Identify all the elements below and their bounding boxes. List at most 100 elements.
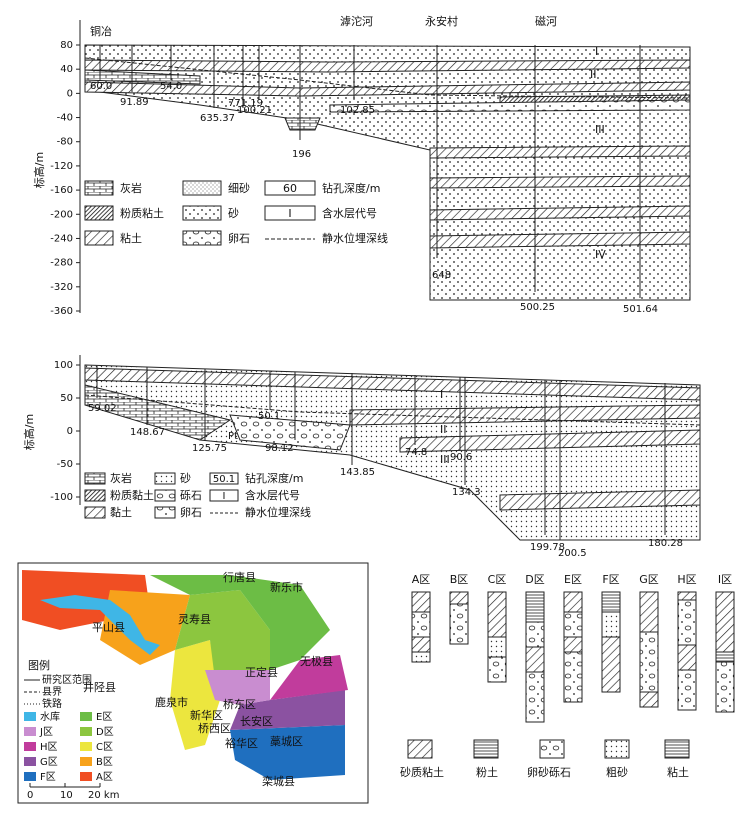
- aquifer: II: [590, 68, 597, 81]
- y-tick-label: -50: [57, 459, 73, 470]
- water-level: [84, 394, 701, 426]
- legend-label: 灰岩: [120, 181, 142, 195]
- gravel: [329, 99, 691, 113]
- column-segment: [487, 656, 507, 683]
- clay-layer: [429, 231, 691, 249]
- column-segment: [563, 591, 583, 613]
- column-segment: [563, 651, 583, 703]
- place: 新乐市: [270, 580, 303, 594]
- gravel: [229, 414, 351, 451]
- depth: 635.37: [200, 113, 235, 124]
- y-tick-label: -280: [50, 258, 73, 269]
- rock-label: Pt: [228, 431, 238, 442]
- aquifer: II: [440, 423, 447, 436]
- zone-e: [150, 575, 330, 670]
- column-segment: [639, 691, 659, 708]
- column-segment: [411, 611, 431, 638]
- depth: 50.1: [258, 411, 280, 422]
- column-label: D区: [525, 573, 544, 586]
- column-segment: [449, 603, 469, 645]
- legend-label: J区: [39, 726, 53, 738]
- column-segment: [677, 644, 697, 671]
- place: 栾城县: [262, 774, 295, 788]
- column-label: E区: [564, 573, 582, 586]
- depth: 98.12: [265, 443, 294, 454]
- column-label: I区: [718, 573, 732, 586]
- legend: 灰岩 粉质粘土 粘土 细砂 砂 卵石 60 钻孔深度/m I 含水层代号 静水位埋深…: [84, 180, 388, 246]
- map-legend: 图例 研究区范围 县界 铁路 水库 E区 J区 D区 H区 C区 G区 B区 F…: [24, 658, 119, 801]
- aquifer: I: [440, 388, 443, 401]
- zone-d: [175, 590, 270, 680]
- y-tick-label: 0: [67, 426, 73, 437]
- legend-label: 粉质黏土: [110, 488, 154, 502]
- clay-layer: [429, 175, 691, 189]
- legend-label: 灰岩: [110, 471, 132, 485]
- columns-legend: 砂质粘土 粉土 卵砂砾石 粗砂 粘土: [400, 739, 690, 779]
- legend-label: H区: [40, 741, 58, 753]
- column-segment: [525, 591, 545, 623]
- legend-label: 砂质粘土: [400, 765, 444, 779]
- aquifer: III: [440, 453, 450, 466]
- legend-label: B区: [96, 756, 113, 768]
- limestone: [84, 69, 201, 85]
- column-segment: [411, 591, 431, 613]
- depth: 501.64: [623, 304, 658, 315]
- legend-symbol: 60: [283, 182, 297, 195]
- zone-b: [100, 590, 190, 665]
- column-segment: [525, 621, 545, 648]
- zone-f: [230, 725, 345, 780]
- legend-label: 黏土: [110, 505, 132, 519]
- depth: 59.02: [88, 403, 117, 414]
- place: 藁城区: [270, 735, 303, 748]
- depth: 91.89: [120, 97, 149, 108]
- legend-label: A区: [96, 771, 113, 783]
- column-label: B区: [450, 573, 469, 586]
- legend-label: 卵石: [228, 232, 250, 245]
- zone-h: [270, 655, 348, 700]
- legend-label: 粉质粘土: [120, 206, 164, 220]
- y-tick-label: -360: [50, 306, 73, 317]
- legend-label: 研究区范围: [42, 673, 92, 686]
- boreholes: [96, 366, 666, 540]
- column-segment: [449, 591, 469, 605]
- column-segment: [677, 669, 697, 711]
- limestone: [284, 117, 321, 131]
- place: 灵寿县: [178, 612, 211, 626]
- legend-label: 卵石: [180, 506, 202, 519]
- zone-c: [170, 640, 220, 750]
- column-segment: [677, 591, 697, 601]
- place: 鹿泉市: [155, 695, 188, 709]
- depth: 102.85: [340, 105, 375, 116]
- column-segment: [601, 636, 621, 693]
- legend-label: 砂: [180, 472, 191, 485]
- boreholes: [99, 45, 641, 298]
- legend-label: 县界: [42, 686, 62, 698]
- clay-layer: [429, 205, 691, 221]
- legend-label: 砾石: [180, 489, 202, 502]
- section-1: 标高/m 80 40 0 -40 -80 -120 -160 -200 -240 -280 -320…: [32, 14, 691, 317]
- legend: 灰岩 粉质黏土 黏土 砂 砾石 卵石 50.1 钻孔深度/m I 含水层代号 静水位…: [84, 471, 311, 519]
- y-tick-label: -320: [50, 282, 73, 293]
- place: 桥东区: [223, 698, 256, 711]
- scale-label: 0: [27, 790, 33, 801]
- y-tick-label: 80: [60, 40, 73, 51]
- column-segment: [601, 611, 621, 638]
- legend-label: 粗砂: [606, 766, 628, 779]
- reservoir: [40, 595, 160, 655]
- legend-label: 含水层代号: [245, 488, 300, 502]
- column-segment: [601, 591, 621, 613]
- place: 铜冶: [90, 24, 112, 38]
- aquifer: I: [595, 45, 598, 58]
- column-label: F区: [602, 573, 619, 586]
- legend-label: 钻孔深度/m: [322, 181, 380, 195]
- depth: 54.0: [160, 81, 182, 92]
- legend-label: G区: [40, 756, 58, 768]
- column-segment: [639, 631, 659, 693]
- clay-layer: [429, 145, 691, 159]
- clay-layer: [349, 404, 701, 426]
- legend-label: 砂: [228, 207, 239, 220]
- place: 新华区: [190, 708, 223, 722]
- depth: 196: [292, 149, 311, 160]
- y-tick-label: -120: [50, 161, 73, 172]
